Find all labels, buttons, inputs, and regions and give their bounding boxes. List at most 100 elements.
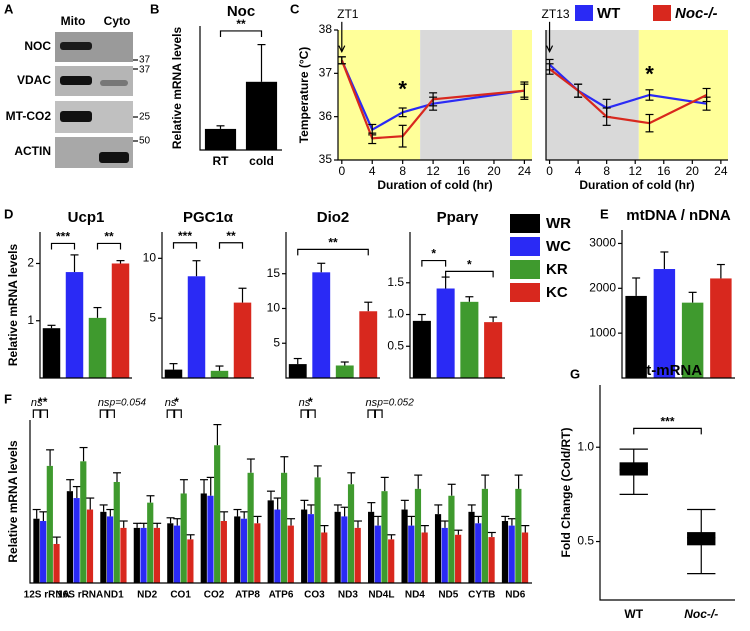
significance-bracket <box>32 409 41 418</box>
bar <box>475 523 482 583</box>
significance-label: ** <box>236 17 246 31</box>
bar <box>164 369 183 378</box>
axis <box>199 26 282 151</box>
marker-label: 37 <box>139 55 151 66</box>
significance-label: ns <box>98 397 110 409</box>
y-tick-label: 37 <box>319 66 333 80</box>
bar <box>147 502 154 583</box>
bar <box>368 511 375 583</box>
bar <box>200 493 207 583</box>
bar <box>448 495 455 583</box>
annotation: * <box>398 76 407 101</box>
marker-label: 50 <box>139 136 151 147</box>
annotation: ZT1 <box>337 7 359 21</box>
legend-swatch <box>510 260 540 279</box>
significance-label: * <box>174 395 179 409</box>
bar <box>42 328 61 378</box>
significance-bracket <box>374 409 383 418</box>
y-tick-label: 36 <box>319 109 333 123</box>
annotation: ZT13 <box>542 7 570 21</box>
bar <box>508 525 515 583</box>
bar <box>484 322 503 378</box>
y-tick-label: 15 <box>267 266 281 280</box>
x-axis-label: Duration of cold (hr) <box>579 178 694 192</box>
bar <box>106 516 114 583</box>
bar <box>111 263 130 378</box>
bar <box>113 481 120 583</box>
blot-band <box>100 80 128 86</box>
bar <box>187 539 194 583</box>
x-tick-label: 16 <box>657 164 671 178</box>
bar <box>140 527 147 583</box>
x-tick-label: CO1 <box>170 590 191 601</box>
chart-title: Pparγ <box>437 209 479 226</box>
significance-bracket <box>40 409 49 418</box>
x-tick-label: 16S rRNA <box>57 590 103 601</box>
y-tick-label: 5 <box>149 310 156 324</box>
bar <box>153 527 161 583</box>
bar <box>408 525 415 583</box>
bar <box>710 278 732 378</box>
x-tick-label: 24 <box>518 164 532 178</box>
arrow-head <box>338 45 346 54</box>
x-tick-label: 12S rRNA <box>24 590 70 601</box>
axis <box>161 232 254 379</box>
x-tick-label: 12 <box>426 164 440 178</box>
bar <box>335 365 354 378</box>
chart-title: mt-mRNA <box>633 362 702 379</box>
shaded-period <box>338 30 421 160</box>
legend-label: WR <box>546 215 571 232</box>
legend-swatch <box>510 237 540 256</box>
annotation: * <box>645 61 654 86</box>
bar <box>441 527 448 583</box>
blot-row-label: MT-CO2 <box>6 109 52 123</box>
significance-bracket <box>107 409 115 418</box>
x-tick-label: 4 <box>575 164 582 178</box>
y-tick-label: 0.5 <box>387 338 404 352</box>
y-axis-label: Relative mRNA levels <box>6 440 20 563</box>
y-tick-label: 1 <box>27 313 34 327</box>
panel-letter: D <box>4 206 13 221</box>
bar <box>359 311 378 378</box>
y-tick-label: 1.5 <box>387 275 404 289</box>
significance-label: p=0.052 <box>376 398 414 409</box>
bar <box>53 543 60 583</box>
significance-label: ns <box>165 397 177 409</box>
bar <box>341 516 348 583</box>
y-tick-label: 1.0 <box>387 307 404 321</box>
x-tick-label: 24 <box>714 164 728 178</box>
x-tick-label: 16 <box>457 164 471 178</box>
blot-column: Cyto <box>104 14 131 28</box>
bar <box>681 302 704 378</box>
bar <box>180 493 187 583</box>
significance-label: ns <box>31 397 43 409</box>
y-tick-label: 1.0 <box>577 439 594 453</box>
significance-bracket <box>297 248 369 256</box>
y-tick-label: 5 <box>273 335 280 349</box>
bar <box>167 523 174 583</box>
bar <box>347 484 355 583</box>
axis <box>621 230 735 379</box>
significance-label: *** <box>178 229 192 243</box>
blot <box>55 32 133 168</box>
bar <box>245 81 278 150</box>
bar <box>312 272 331 378</box>
bar <box>267 500 274 583</box>
bar <box>314 477 321 583</box>
bar <box>214 445 221 583</box>
bar <box>521 532 529 583</box>
x-tick-label: ND6 <box>505 590 525 601</box>
x-tick-label: RT <box>213 154 230 168</box>
significance-label: ** <box>226 229 236 243</box>
significance-bracket <box>50 242 76 250</box>
bar <box>354 527 361 583</box>
bar <box>234 516 241 583</box>
y-tick-label: 3000 <box>589 236 616 250</box>
significance-bracket <box>172 242 198 249</box>
bar <box>65 272 84 378</box>
blot-row-label: VDAC <box>17 73 51 87</box>
y-tick-label: 0.5 <box>577 534 594 548</box>
blot-band <box>60 42 92 50</box>
bar <box>653 269 676 378</box>
